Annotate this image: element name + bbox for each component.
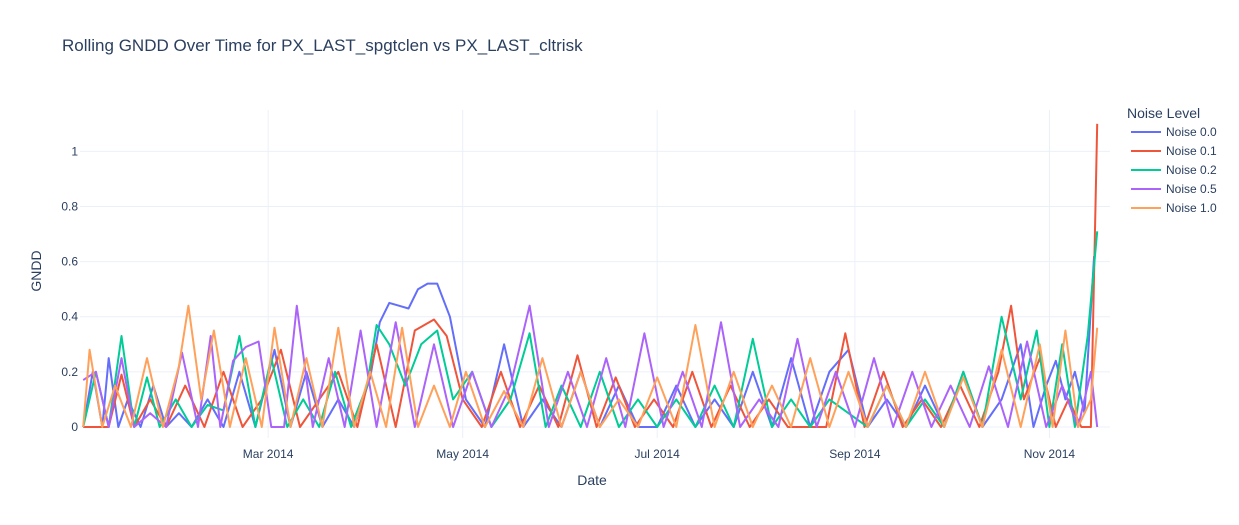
y-axis-ticks: 0 0.2 0.4 0.6 0.8 1 (61, 144, 78, 434)
y-tick-label: 0.6 (61, 255, 78, 269)
legend-label: Noise 1.0 (1166, 201, 1217, 215)
legend-item[interactable]: Noise 0.0 (1131, 125, 1217, 139)
y-axis-title: GNDD (28, 250, 44, 291)
legend-item[interactable]: Noise 0.5 (1131, 182, 1217, 196)
legend-items: Noise 0.0 Noise 0.1 Noise 0.2 Noise 0.5 Nois… (1131, 125, 1217, 215)
legend-label: Noise 0.0 (1166, 125, 1217, 139)
legend-item[interactable]: Noise 1.0 (1131, 201, 1217, 215)
y-tick-label: 0.4 (61, 310, 78, 324)
series-line-noise-1-0[interactable] (82, 304, 1099, 428)
x-tick-label: May 2014 (436, 447, 489, 461)
legend-item[interactable]: Noise 0.1 (1131, 144, 1217, 158)
x-axis-title: Date (577, 472, 607, 488)
series-line-noise-0-5[interactable] (82, 304, 1099, 428)
chart-title: Rolling GNDD Over Time for PX_LAST_spgtc… (62, 36, 583, 55)
x-tick-label: Jul 2014 (634, 447, 680, 461)
legend-item[interactable]: Noise 0.2 (1131, 163, 1217, 177)
y-tick-label: 1 (71, 144, 78, 158)
y-tick-label: 0.8 (61, 199, 78, 213)
x-tick-label: Mar 2014 (243, 447, 294, 461)
x-axis-ticks: Mar 2014 May 2014 Jul 2014 Sep 2014 Nov 2014 (243, 447, 1076, 461)
legend-title: Noise Level (1127, 105, 1200, 121)
legend-label: Noise 0.1 (1166, 144, 1217, 158)
legend-label: Noise 0.5 (1166, 182, 1217, 196)
y-tick-label: 0.2 (61, 365, 78, 379)
grid-layer (80, 110, 1110, 438)
legend-label: Noise 0.2 (1166, 163, 1217, 177)
x-tick-label: Sep 2014 (829, 447, 881, 461)
series-layer (82, 123, 1099, 428)
x-tick-label: Nov 2014 (1024, 447, 1076, 461)
series-line-noise-0-1[interactable] (83, 123, 1099, 428)
y-tick-label: 0 (71, 420, 78, 434)
